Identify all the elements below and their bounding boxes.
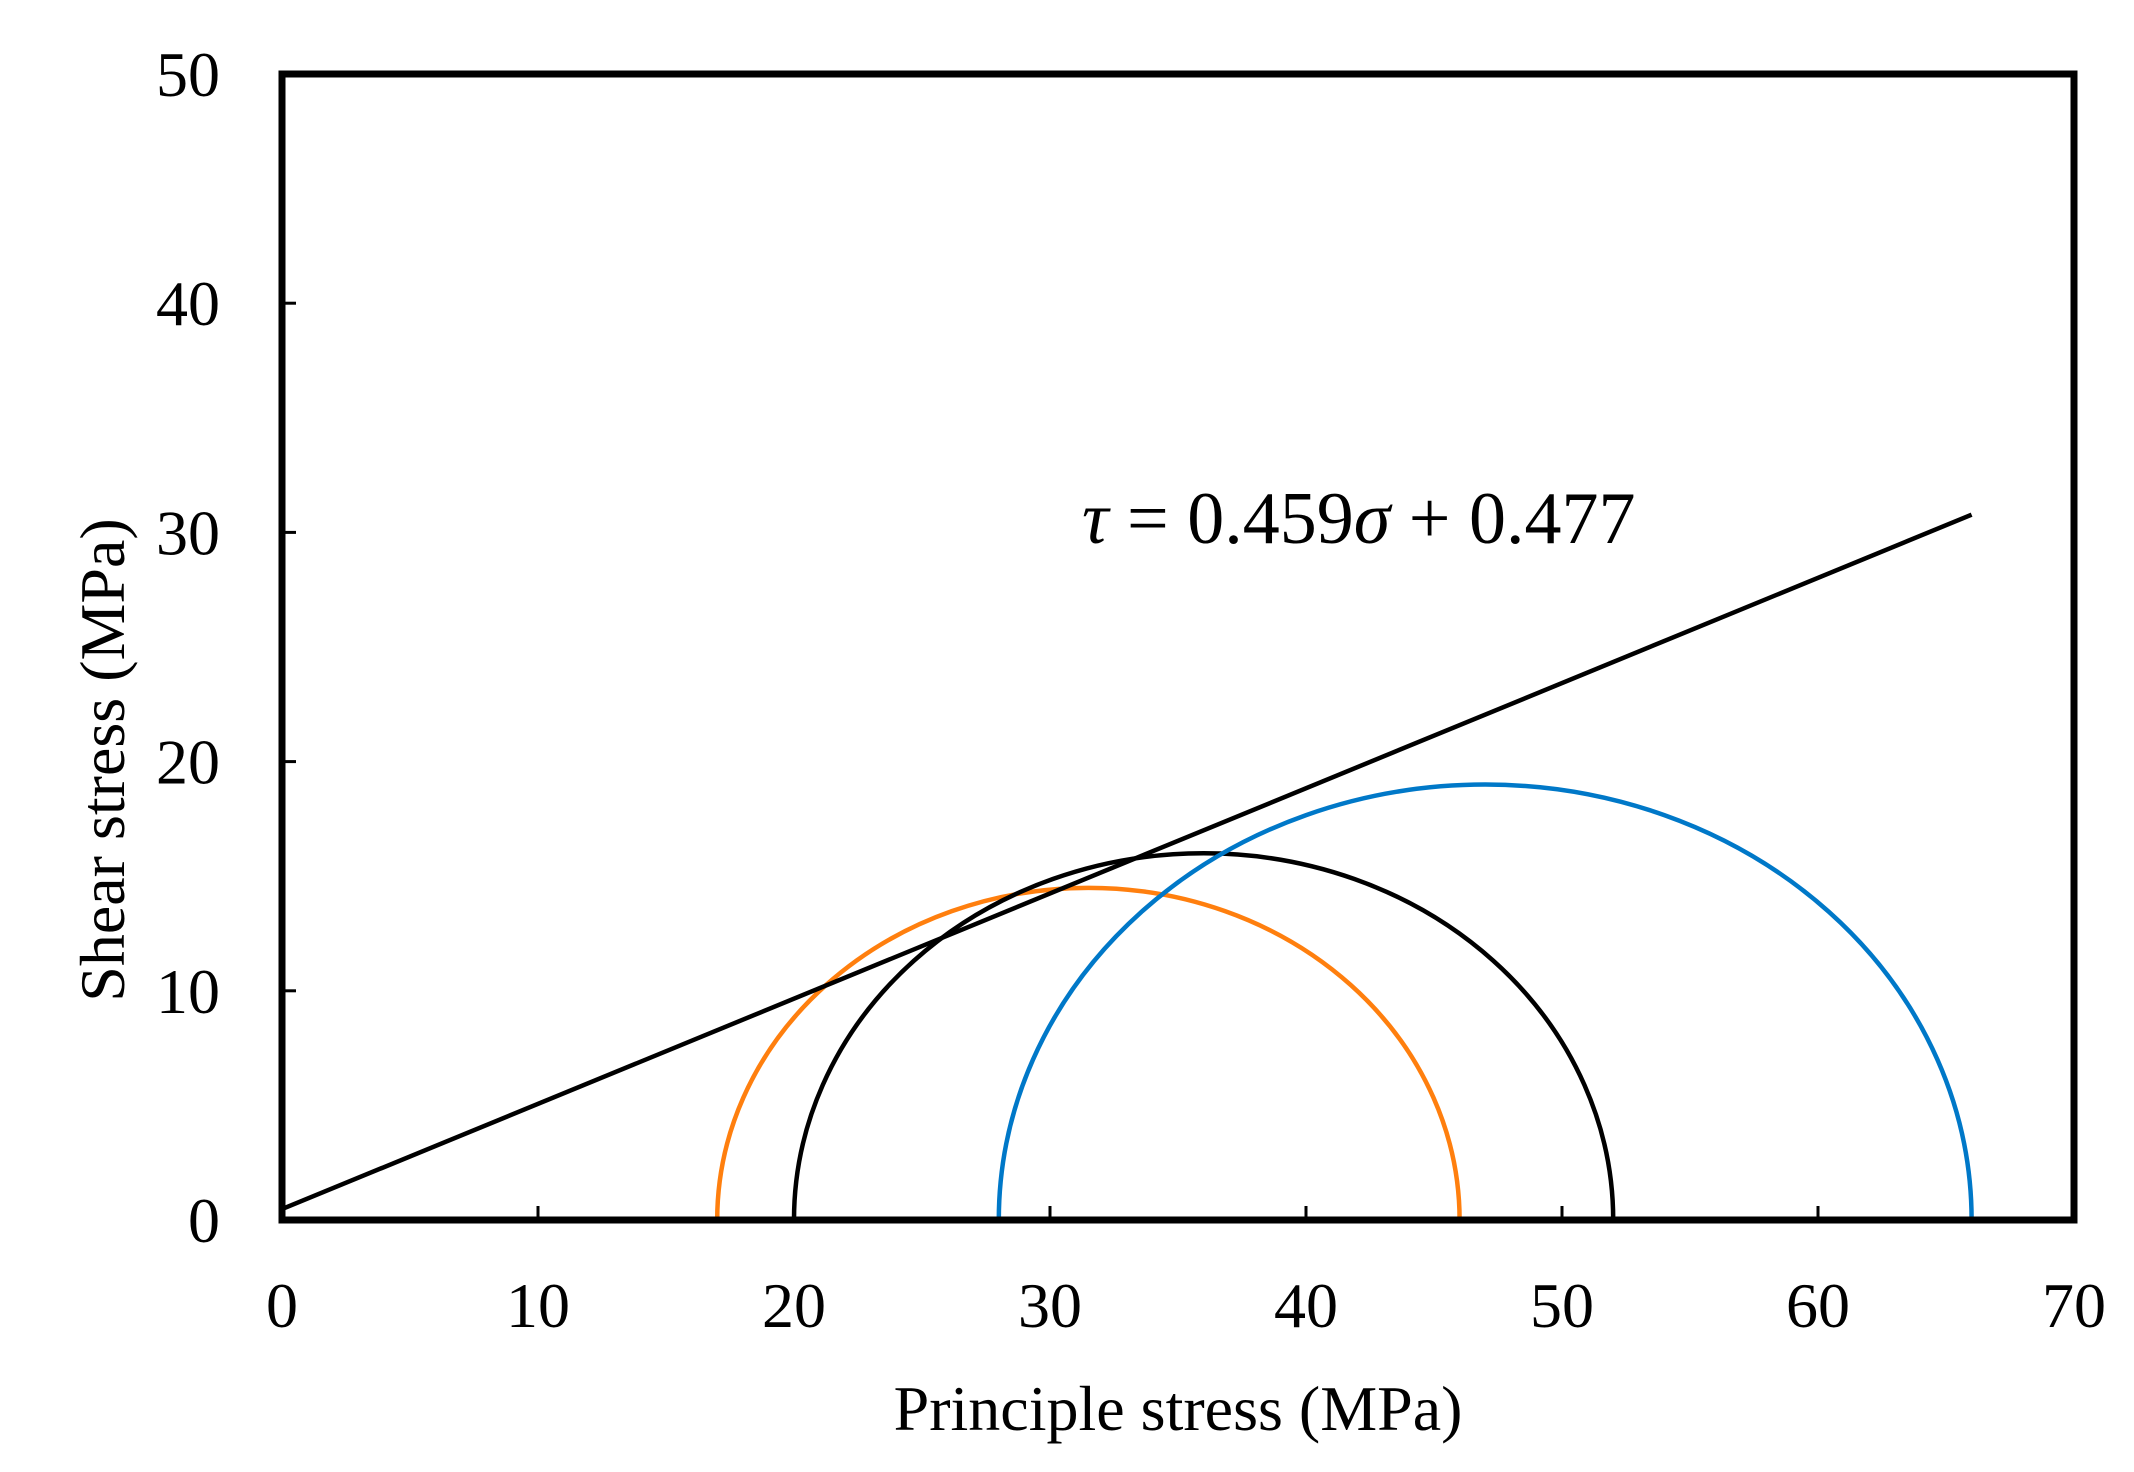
x-tick-label: 30 [1018, 1270, 1082, 1341]
y-tick-label: 20 [156, 727, 220, 798]
x-tick-label: 20 [762, 1270, 826, 1341]
x-tick-label: 10 [506, 1270, 570, 1341]
equation-slope-part: = 0.459 [1109, 478, 1354, 560]
y-tick-label: 0 [188, 1185, 220, 1256]
y-tick-label: 30 [156, 497, 220, 568]
plot-frame [278, 70, 2078, 1224]
envelope-equation: τ = 0.459σ + 0.477 [1082, 478, 1635, 560]
equation-intercept-part: + 0.477 [1390, 478, 1635, 560]
y-tick-label: 40 [156, 268, 220, 339]
y-tick-label: 50 [156, 39, 220, 110]
x-tick-label: 60 [1786, 1270, 1850, 1341]
mohr-circle-3 [996, 782, 1974, 1221]
x-tick-label: 70 [2042, 1270, 2106, 1341]
x-tick-labels: 0 10 20 30 40 50 60 70 [266, 1270, 2106, 1341]
y-tick-labels: 0 10 20 30 40 50 [156, 39, 220, 1256]
x-axis-label: Principle stress (MPa) [894, 1373, 1463, 1444]
mohr-circle-2 [791, 851, 1616, 1221]
x-tick-label: 0 [266, 1270, 298, 1341]
equation-sigma-symbol: σ [1354, 478, 1393, 560]
x-tick-label: 40 [1274, 1270, 1338, 1341]
mohr-circle-1 [714, 885, 1462, 1221]
axis-ticks [282, 301, 1820, 1220]
y-axis-label: Shear stress (MPa) [67, 518, 138, 1001]
y-tick-label: 10 [156, 956, 220, 1027]
failure-envelope-line [281, 512, 1973, 1212]
x-tick-label: 50 [1530, 1270, 1594, 1341]
equation-tau-symbol: τ [1082, 478, 1111, 560]
chart-marks [281, 512, 1974, 1221]
